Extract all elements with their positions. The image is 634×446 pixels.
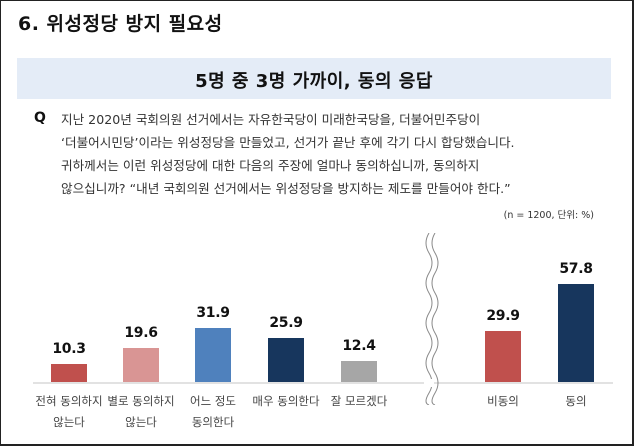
bar-strongly-agree	[268, 338, 304, 382]
category-label: 별로 동의하지 않는다	[96, 391, 186, 433]
value-label: 29.9	[486, 308, 520, 324]
bar-strongly-disagree	[51, 364, 87, 382]
bar-somewhat-disagree	[123, 348, 159, 382]
value-label: 10.3	[52, 341, 86, 357]
bar-agree-total	[558, 284, 594, 382]
axis-break-gap	[424, 379, 434, 387]
question-line: 않으십니까? “내년 국회의원 선거에서는 위성정당을 방지하는 제도를 만들어…	[61, 181, 511, 196]
category-label-line: 어느 정도	[190, 394, 236, 408]
category-label: 동의	[531, 391, 621, 412]
category-label: 비동의	[458, 391, 548, 412]
value-label: 25.9	[269, 315, 303, 331]
category-label-line: 동의한다	[191, 415, 235, 429]
category-label-line: 잘 모르겠다	[330, 394, 388, 408]
question-line: ‘더불어시민당’이라는 위성정당을 만들었고, 선거가 끝난 후에 각기 다시 …	[61, 135, 515, 150]
category-label-line: 않는다	[125, 415, 157, 429]
question-line: 지난 2020년 국회의원 선거에서는 자유한국당이 미래한국당을, 더불어민주…	[61, 112, 481, 127]
category-label: 전혀 동의하지 않는다	[24, 391, 114, 433]
value-label: 12.4	[342, 338, 376, 354]
category-label: 매우 동의한다	[241, 391, 331, 412]
category-label: 어느 정도 동의한다	[168, 391, 258, 433]
category-label-line: 동의	[565, 394, 587, 408]
question-marker: Q	[34, 110, 46, 126]
question-line: 귀하께서는 이런 위성정당에 대한 다음의 주장에 얼마나 동의하십니까, 동의…	[61, 158, 480, 173]
category-label-line: 전혀 동의하지	[35, 394, 103, 408]
x-axis-line	[33, 382, 613, 384]
headline-banner: 5명 중 3명 가까이, 동의 응답	[17, 58, 611, 99]
category-label-line: 매우 동의한다	[252, 394, 320, 408]
category-label-line: 별로 동의하지	[107, 394, 175, 408]
value-label: 31.9	[196, 305, 230, 321]
bar-somewhat-agree	[195, 328, 231, 382]
question-text: 지난 2020년 국회의원 선거에서는 자유한국당이 미래한국당을, 더불어민주…	[61, 108, 621, 200]
sample-note: (n = 1200, 단위: %)	[503, 210, 594, 221]
bar-disagree-total	[485, 331, 521, 382]
page-title: 6. 위성정당 방지 필요성	[18, 13, 223, 35]
value-label: 19.6	[124, 325, 158, 341]
value-label: 57.8	[559, 261, 593, 277]
bar-dont-know	[341, 361, 377, 382]
category-label-line: 비동의	[487, 394, 519, 408]
category-label: 잘 모르겠다	[314, 391, 404, 412]
headline-text: 5명 중 3명 가까이, 동의 응답	[195, 71, 433, 92]
category-label-line: 않는다	[53, 415, 85, 429]
